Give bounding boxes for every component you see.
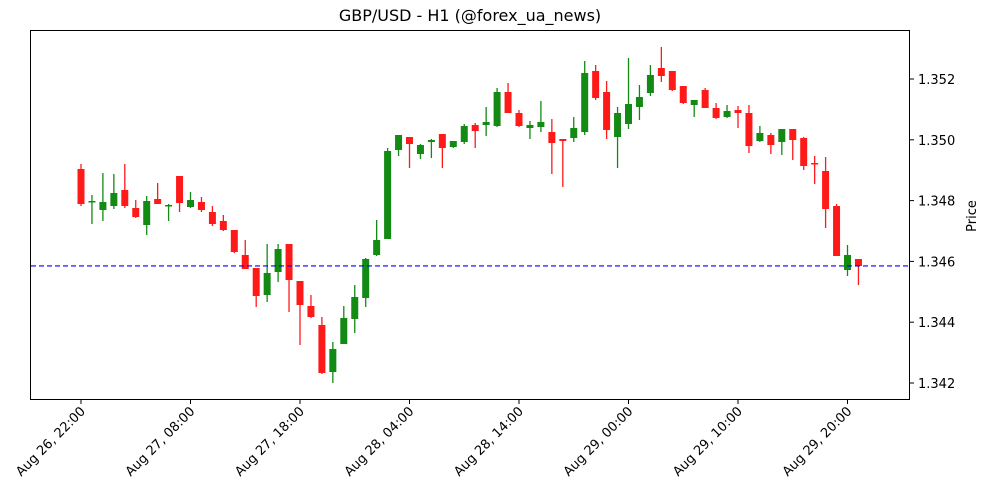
candle-down — [318, 325, 326, 373]
candle-down — [767, 135, 775, 145]
candle-up — [635, 97, 643, 107]
candle-down — [701, 90, 709, 108]
candle-down — [515, 113, 523, 126]
candle-down — [745, 113, 753, 146]
candle-up — [493, 92, 501, 126]
candle-down — [132, 208, 140, 217]
candle-down — [197, 202, 205, 210]
candle-up — [274, 249, 282, 272]
candle-up — [526, 125, 534, 128]
candle-up — [614, 113, 622, 137]
candle-up — [99, 202, 107, 210]
candle-up — [416, 145, 424, 154]
candle-up — [165, 205, 173, 207]
candle-down — [504, 92, 512, 113]
candle-down — [548, 132, 556, 143]
candle-down — [121, 190, 129, 206]
x-tick-label: Aug 29, 10:00 — [670, 404, 746, 480]
candle-up — [373, 240, 381, 255]
candle-down — [307, 306, 315, 317]
candle-up — [756, 133, 764, 141]
candle-down — [241, 255, 249, 269]
candle-down — [657, 68, 665, 76]
candle-down — [712, 108, 720, 118]
candle-up — [384, 151, 392, 239]
y-tick-label: 1.342 — [918, 377, 955, 392]
candle-down — [592, 71, 600, 98]
candle-down — [285, 244, 293, 280]
candle-down — [811, 163, 819, 165]
candle-up — [449, 141, 457, 147]
candle-up — [88, 201, 96, 203]
candle-up — [625, 104, 632, 124]
candle-down — [154, 199, 162, 204]
candle-down — [296, 281, 304, 305]
x-tick-label: Aug 27, 18:00 — [232, 404, 308, 480]
y-tick-label: 1.350 — [918, 134, 955, 149]
candles-layer — [77, 47, 862, 383]
x-tick-label: Aug 29, 00:00 — [561, 404, 637, 480]
candle-down — [679, 86, 687, 103]
candle-up — [110, 193, 118, 206]
y-axis: 1.342 1.344 1.346 1.348 1.350 1.352 — [910, 73, 955, 392]
candle-up — [482, 122, 490, 125]
candle-down — [668, 71, 676, 90]
candle-down — [208, 212, 216, 224]
candle-down — [559, 139, 567, 141]
candle-up — [778, 129, 786, 142]
candle-up — [690, 100, 698, 105]
candle-up — [143, 201, 151, 225]
candle-down — [176, 176, 184, 203]
candle-up — [351, 297, 359, 319]
x-tick-label: Aug 29, 20:00 — [780, 404, 856, 480]
y-tick-label: 1.344 — [918, 316, 955, 331]
x-tick-label: Aug 28, 14:00 — [451, 404, 527, 480]
candle-down — [471, 125, 479, 131]
candle-down — [833, 206, 841, 256]
candle-down — [734, 110, 742, 113]
x-tick-label: Aug 26, 22:00 — [13, 404, 89, 480]
candle-up — [340, 318, 348, 344]
candle-down — [854, 259, 862, 266]
candle-down — [789, 129, 797, 140]
x-axis: Aug 26, 22:00 Aug 27, 08:00 Aug 27, 18:00 A… — [13, 400, 855, 480]
y-axis-label: Price — [965, 200, 980, 232]
candle-up — [362, 259, 370, 298]
candle-up — [646, 75, 654, 93]
candle-down — [822, 171, 830, 209]
candle-up — [263, 273, 271, 295]
candle-down — [406, 137, 413, 144]
chart-title: GBP/USD - H1 (@forex_ua_news) — [338, 6, 602, 25]
candle-down — [438, 134, 446, 148]
plot-area-frame — [30, 30, 910, 400]
candle-down — [800, 138, 808, 166]
candle-up — [723, 111, 731, 117]
candle-down — [230, 230, 238, 252]
candle-down — [252, 268, 260, 296]
candle-up — [537, 122, 545, 127]
candle-down — [603, 92, 611, 130]
candle-up — [581, 73, 589, 132]
y-tick-label: 1.346 — [918, 255, 955, 270]
y-tick-label: 1.348 — [918, 195, 955, 210]
candle-down — [77, 169, 85, 204]
candle-down — [219, 221, 227, 230]
candle-up — [844, 255, 851, 270]
candle-up — [427, 140, 435, 142]
candle-up — [187, 200, 194, 207]
x-tick-label: Aug 27, 08:00 — [123, 404, 199, 480]
y-tick-label: 1.352 — [918, 73, 955, 88]
candle-up — [395, 135, 403, 150]
candle-up — [329, 349, 337, 372]
x-tick-label: Aug 28, 04:00 — [342, 404, 418, 480]
candle-up — [570, 128, 578, 138]
candle-up — [460, 126, 468, 142]
